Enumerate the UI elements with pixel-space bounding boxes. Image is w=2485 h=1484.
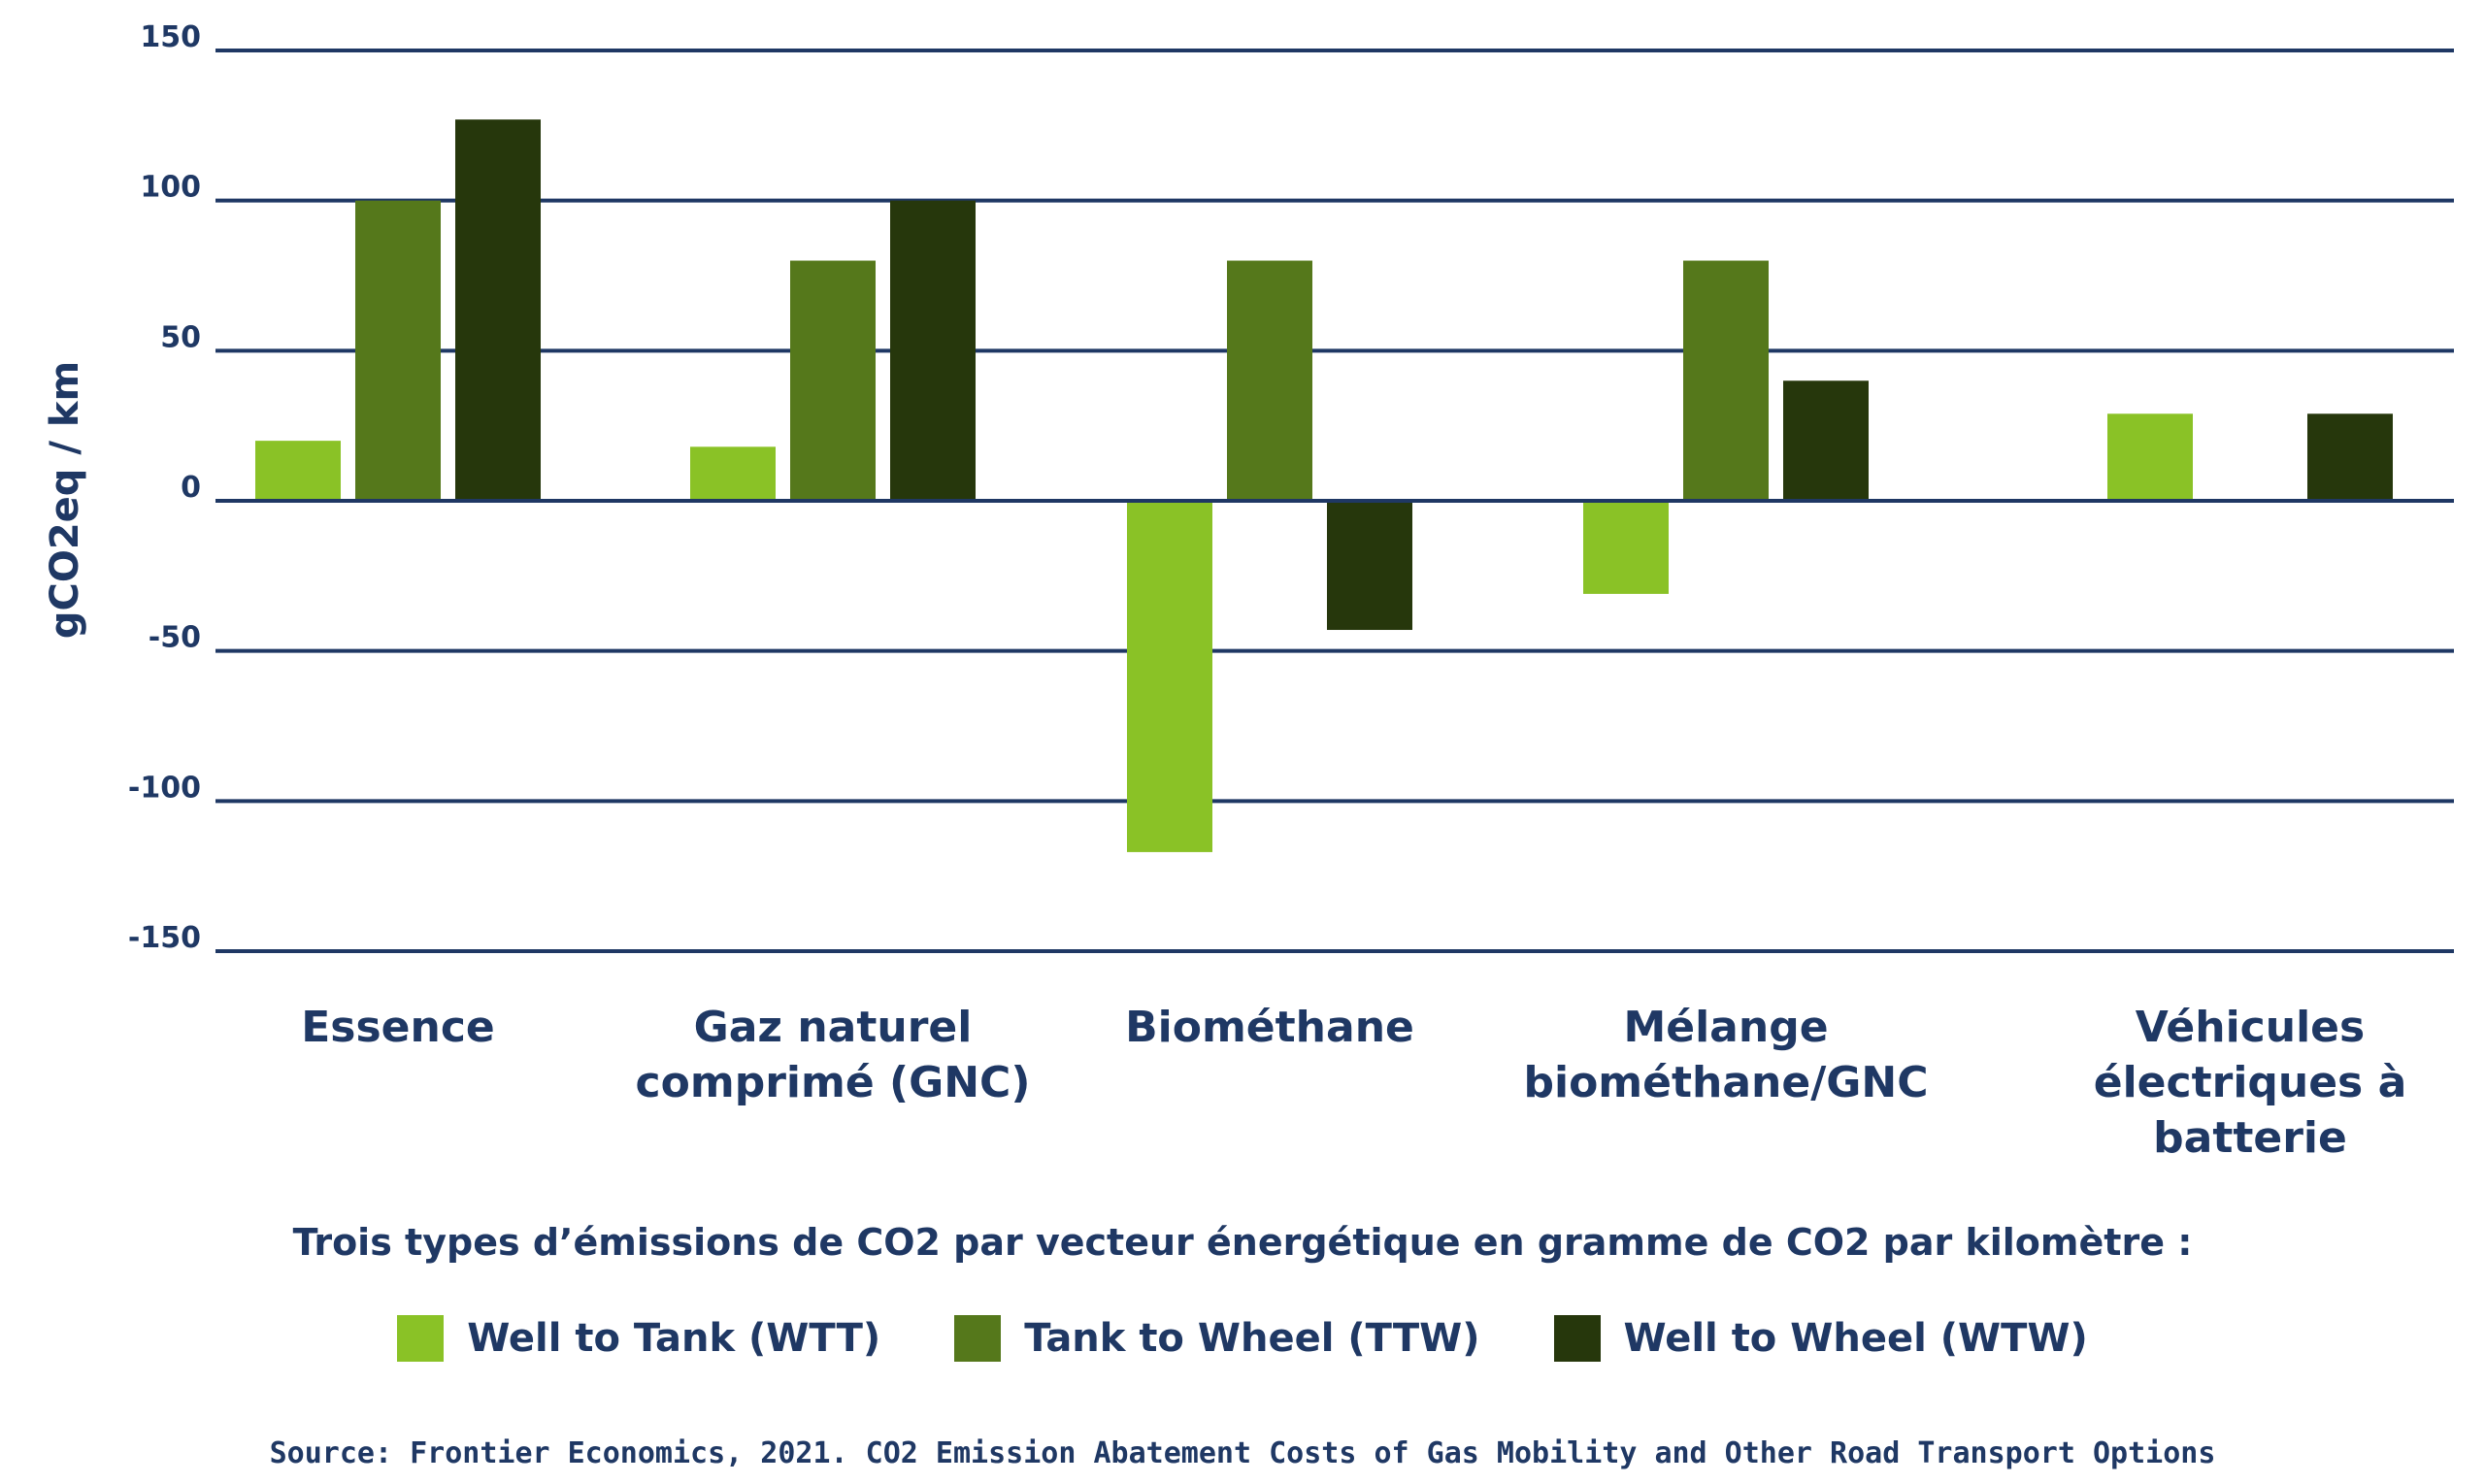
legend-item-ttw: Tank to Wheel (TTW) bbox=[954, 1315, 1480, 1362]
bar-series-0-cat-1 bbox=[690, 446, 776, 501]
bars bbox=[215, 119, 2454, 852]
bar-series-1-cat-1 bbox=[790, 260, 876, 501]
bar-series-2-cat-0 bbox=[455, 119, 541, 501]
x-category-label: Essence bbox=[301, 1003, 495, 1052]
legend-caption: Trois types d’émissions de CO2 par vecte… bbox=[292, 1221, 2193, 1264]
y-axis-label: gCO2eq / km bbox=[43, 361, 87, 639]
legend-item-wtt: Well to Tank (WTT) bbox=[397, 1315, 880, 1362]
y-tick-label: 0 bbox=[181, 471, 201, 505]
x-category-labels: Essence Gaz naturel comprimé (GNC) Biométha… bbox=[301, 1003, 2406, 1163]
y-tick-label: 100 bbox=[140, 171, 201, 205]
x-category-label: Biométhane bbox=[1125, 1003, 1414, 1052]
y-tick-labels: 150 100 50 0 -50 -100 -150 bbox=[128, 20, 201, 955]
bar-series-2-cat-3 bbox=[1783, 380, 1869, 501]
legend-label-ttw: Tank to Wheel (TTW) bbox=[1024, 1316, 1480, 1361]
legend-label-wtw: Well to Wheel (WTW) bbox=[1623, 1316, 2088, 1361]
y-tick-label: -50 bbox=[149, 621, 201, 655]
bar-series-0-cat-4 bbox=[2107, 413, 2193, 501]
legend-item-wtw: Well to Wheel (WTW) bbox=[1553, 1315, 2088, 1362]
y-tick-label: 150 bbox=[140, 20, 201, 54]
x-category-label: Véhicules électriques à batterie bbox=[2094, 1003, 2407, 1163]
legend-swatch-wtw bbox=[1553, 1315, 1601, 1362]
y-tick-label: -150 bbox=[128, 921, 201, 955]
source-note: Source: Frontier Economics, 2021. CO2 Em… bbox=[269, 1436, 2216, 1470]
bar-chart: 150 100 50 0 -50 -100 -150 Essence Gaz naturel c… bbox=[43, 20, 2454, 1163]
y-tick-label: -100 bbox=[128, 771, 201, 805]
bar-series-1-cat-0 bbox=[355, 200, 441, 501]
bar-series-2-cat-2 bbox=[1327, 501, 1412, 631]
legend-label-wtt: Well to Tank (WTT) bbox=[467, 1316, 881, 1361]
y-tick-label: 50 bbox=[160, 320, 201, 354]
bar-series-1-cat-3 bbox=[1683, 260, 1769, 501]
bar-series-0-cat-0 bbox=[255, 441, 341, 501]
bar-series-0-cat-2 bbox=[1127, 501, 1212, 852]
legend-swatch-wtt bbox=[397, 1315, 445, 1362]
legend: Well to Tank (WTT) Tank to Wheel (TTW) W… bbox=[0, 1315, 2485, 1362]
legend-swatch-ttw bbox=[954, 1315, 1002, 1362]
x-category-label: Mélange biométhane/GNC bbox=[1523, 1003, 1928, 1107]
bar-series-1-cat-2 bbox=[1227, 260, 1312, 501]
bar-series-2-cat-1 bbox=[890, 200, 976, 501]
bar-series-2-cat-4 bbox=[2307, 413, 2393, 501]
x-category-label: Gaz naturel comprimé (GNC) bbox=[636, 1003, 1031, 1107]
bar-series-0-cat-3 bbox=[1583, 501, 1669, 594]
